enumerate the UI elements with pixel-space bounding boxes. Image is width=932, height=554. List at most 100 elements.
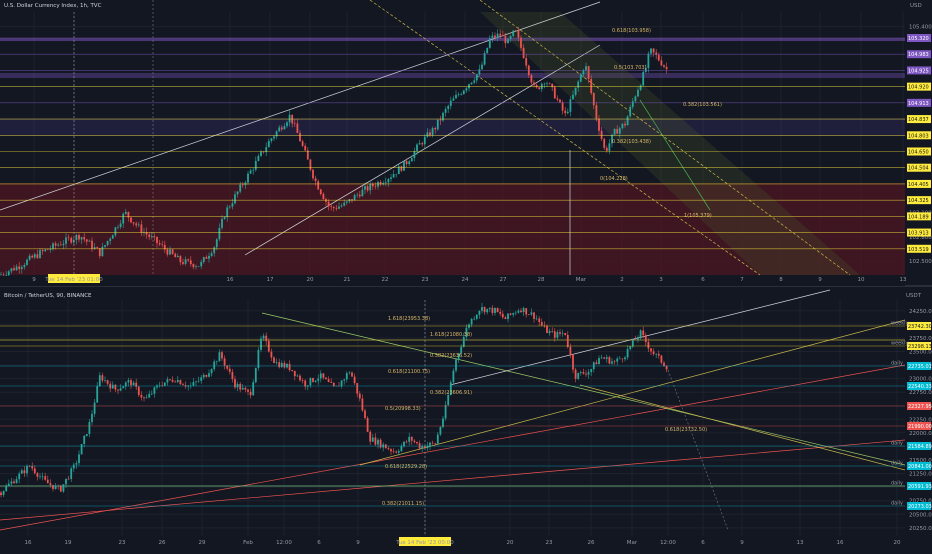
btc-candle[interactable] — [590, 369, 593, 373]
dxy-candle[interactable] — [262, 151, 265, 153]
btc-candle[interactable] — [514, 312, 517, 314]
dxy-candle[interactable] — [499, 33, 502, 36]
btc-candle[interactable] — [327, 379, 330, 382]
dxy-candle[interactable] — [405, 161, 408, 165]
btc-candle[interactable] — [665, 366, 668, 370]
btc-candle[interactable] — [507, 313, 509, 320]
dxy-candle[interactable] — [611, 134, 613, 144]
dxy-candle[interactable] — [517, 30, 520, 38]
dxy-candle[interactable] — [533, 82, 535, 86]
dxy-candle[interactable] — [613, 128, 616, 135]
btc-candle[interactable] — [431, 442, 434, 444]
btc-candle[interactable] — [595, 362, 598, 365]
dxy-candle[interactable] — [572, 94, 574, 100]
btc-candle[interactable] — [119, 388, 122, 391]
btc-candle[interactable] — [93, 402, 96, 414]
btc-candle[interactable] — [244, 387, 247, 390]
btc-candle[interactable] — [384, 444, 387, 449]
dxy-candle[interactable] — [486, 47, 489, 54]
dxy-candle[interactable] — [223, 217, 226, 220]
dxy-candle[interactable] — [208, 255, 210, 259]
dxy-candle[interactable] — [210, 253, 213, 256]
dxy-candle[interactable] — [468, 84, 470, 89]
btc-candle[interactable] — [517, 310, 520, 313]
btc-candle[interactable] — [226, 365, 229, 369]
btc-candle[interactable] — [369, 431, 372, 442]
dxy-candle[interactable] — [361, 189, 364, 197]
btc-candle[interactable] — [631, 339, 634, 347]
btc-candle[interactable] — [434, 443, 437, 444]
btc-candle[interactable] — [197, 380, 200, 382]
btc-candle[interactable] — [405, 441, 408, 443]
btc-candle[interactable] — [236, 383, 239, 388]
dxy-trendline[interactable] — [244, 44, 601, 256]
dxy-candle[interactable] — [496, 33, 499, 38]
dxy-candle[interactable] — [249, 170, 252, 174]
dxy-candle[interactable] — [660, 60, 663, 66]
btc-candle[interactable] — [254, 367, 257, 383]
dxy-candle[interactable] — [455, 94, 457, 99]
dxy-candle[interactable] — [384, 182, 387, 184]
btc-candle[interactable] — [585, 373, 587, 375]
btc-pane[interactable]: 24250.0024000.0023750.0023500.0023250.00… — [0, 289, 932, 547]
btc-candle[interactable] — [221, 352, 223, 359]
dxy-candle[interactable] — [548, 83, 551, 85]
btc-candle[interactable] — [7, 483, 10, 486]
dxy-candle[interactable] — [54, 243, 57, 246]
btc-candle[interactable] — [213, 361, 216, 370]
dxy-candle[interactable] — [585, 66, 587, 71]
btc-candle[interactable] — [652, 351, 655, 355]
dxy-candle[interactable] — [621, 123, 624, 129]
dxy-candle[interactable] — [501, 35, 504, 37]
dxy-candle[interactable] — [423, 136, 426, 145]
btc-candle[interactable] — [179, 380, 182, 385]
btc-candle[interactable] — [23, 470, 26, 474]
dxy-candle[interactable] — [2, 274, 5, 276]
dxy-candle[interactable] — [322, 193, 325, 200]
btc-candle[interactable] — [330, 381, 333, 383]
dxy-candle[interactable] — [319, 189, 322, 194]
dxy-candle[interactable] — [31, 255, 34, 258]
btc-candle[interactable] — [332, 382, 335, 387]
btc-candle[interactable] — [117, 389, 119, 391]
btc-candle[interactable] — [637, 336, 639, 340]
dxy-candle[interactable] — [270, 138, 273, 141]
btc-candle[interactable] — [291, 370, 294, 371]
btc-candle[interactable] — [124, 382, 127, 387]
btc-candle[interactable] — [561, 333, 564, 334]
btc-candle[interactable] — [267, 341, 270, 352]
dxy-candle[interactable] — [400, 166, 403, 171]
btc-candle[interactable] — [361, 398, 364, 411]
btc-price-axis[interactable] — [905, 290, 932, 538]
btc-candle[interactable] — [163, 382, 166, 386]
btc-candle[interactable] — [169, 379, 171, 380]
btc-candle[interactable] — [608, 357, 611, 364]
btc-candle[interactable] — [392, 451, 395, 452]
btc-candle[interactable] — [579, 372, 582, 373]
dxy-candle[interactable] — [176, 255, 179, 258]
dxy-candle[interactable] — [257, 155, 260, 161]
btc-candle[interactable] — [351, 372, 353, 377]
btc-candle[interactable] — [447, 394, 450, 405]
btc-candle[interactable] — [650, 348, 652, 352]
btc-trendline[interactable] — [449, 289, 831, 386]
btc-candle[interactable] — [642, 330, 645, 336]
btc-candle[interactable] — [548, 330, 551, 334]
btc-candle[interactable] — [527, 314, 530, 316]
dxy-candle[interactable] — [366, 186, 369, 191]
btc-candle[interactable] — [52, 484, 54, 489]
btc-candle[interactable] — [192, 382, 195, 386]
dxy-candle[interactable] — [132, 222, 135, 224]
dxy-candle[interactable] — [556, 98, 559, 100]
btc-candle[interactable] — [156, 385, 158, 388]
dxy-candle[interactable] — [483, 53, 486, 65]
dxy-candle[interactable] — [267, 140, 270, 148]
btc-candle[interactable] — [473, 318, 476, 320]
dxy-candle[interactable] — [644, 68, 647, 72]
dxy-candle[interactable] — [26, 259, 28, 265]
dxy-candle[interactable] — [595, 105, 598, 119]
btc-candle[interactable] — [512, 313, 515, 315]
btc-candle[interactable] — [18, 473, 21, 480]
btc-candle[interactable] — [598, 358, 600, 365]
dxy-candle[interactable] — [507, 39, 509, 44]
